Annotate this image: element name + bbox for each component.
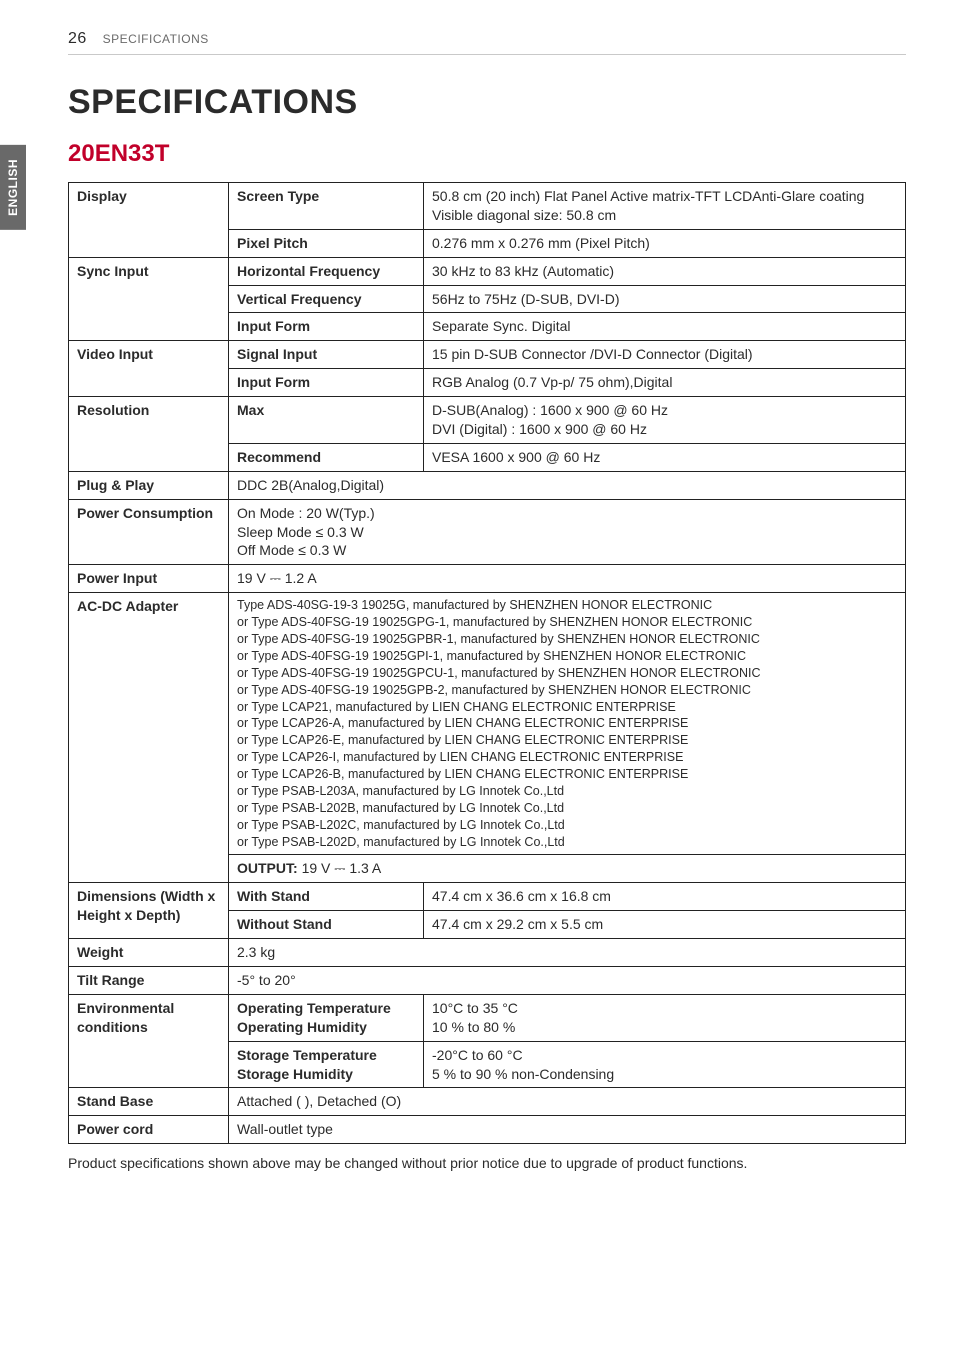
cell-screen-type: Screen Type xyxy=(229,183,424,230)
row-plug: Plug & Play xyxy=(69,471,229,499)
val-signal-input: 15 pin D-SUB Connector /DVI-D Connector … xyxy=(424,341,906,369)
val-adapter-output: OUTPUT: 19 V ⎓ 1.3 A xyxy=(229,855,906,883)
val-power-input: 19 V ⎓ 1.2 A xyxy=(229,565,906,593)
val-recommend: VESA 1600 x 900 @ 60 Hz xyxy=(424,443,906,471)
cell-env-operating: Operating TemperatureOperating Humidity xyxy=(229,994,424,1041)
cell-hfreq: Horizontal Frequency xyxy=(229,257,424,285)
row-tilt: Tilt Range xyxy=(69,966,229,994)
val-power-cord: Wall-outlet type xyxy=(229,1116,906,1144)
cell-recommend: Recommend xyxy=(229,443,424,471)
val-power-consumption: On Mode : 20 W(Typ.)Sleep Mode ≤ 0.3 WOf… xyxy=(229,499,906,565)
row-power-cord: Power cord xyxy=(69,1116,229,1144)
cell-max: Max xyxy=(229,397,424,444)
row-stand-base: Stand Base xyxy=(69,1088,229,1116)
adapter-output-val: 19 V ⎓ 1.3 A xyxy=(302,860,382,876)
row-dimensions: Dimensions (Width x Height x Depth) xyxy=(69,883,229,939)
adapter-output-label: OUTPUT: xyxy=(237,860,302,876)
val-adapter-list: Type ADS-40SG-19-3 19025G, manufactured … xyxy=(229,593,906,855)
val-weight: 2.3 kg xyxy=(229,939,906,967)
page-title: SPECIFICATIONS xyxy=(68,83,906,122)
val-screen-type: 50.8 cm (20 inch) Flat Panel Active matr… xyxy=(424,183,906,230)
row-sync: Sync Input xyxy=(69,257,229,341)
head-rule xyxy=(68,54,906,55)
row-video: Video Input xyxy=(69,341,229,397)
page-number: 26 xyxy=(68,30,87,47)
cell-env-storage: Storage TemperatureStorage Humidity xyxy=(229,1041,424,1088)
running-title: SPECIFICATIONS xyxy=(103,32,209,46)
row-resolution: Resolution xyxy=(69,397,229,472)
cell-vfreq: Vertical Frequency xyxy=(229,285,424,313)
model-number: 20EN33T xyxy=(68,140,906,168)
cell-pixel-pitch: Pixel Pitch xyxy=(229,229,424,257)
running-head: 26 SPECIFICATIONS xyxy=(68,30,906,48)
row-adapter: AC-DC Adapter xyxy=(69,593,229,883)
cell-video-form: Input Form xyxy=(229,369,424,397)
row-display: Display xyxy=(69,183,229,258)
language-tab: ENGLISH xyxy=(0,145,26,230)
row-env: Environmental conditions xyxy=(69,994,229,1088)
cell-with-stand: With Stand xyxy=(229,883,424,911)
cell-without-stand: Without Stand xyxy=(229,911,424,939)
footnote: Product specifications shown above may b… xyxy=(68,1154,906,1174)
val-video-form: RGB Analog (0.7 Vp-p/ 75 ohm),Digital xyxy=(424,369,906,397)
val-hfreq: 30 kHz to 83 kHz (Automatic) xyxy=(424,257,906,285)
cell-signal-input: Signal Input xyxy=(229,341,424,369)
val-tilt: -5° to 20° xyxy=(229,966,906,994)
val-vfreq: 56Hz to 75Hz (D-SUB, DVI-D) xyxy=(424,285,906,313)
val-plug: DDC 2B(Analog,Digital) xyxy=(229,471,906,499)
row-power-input: Power Input xyxy=(69,565,229,593)
val-without-stand: 47.4 cm x 29.2 cm x 5.5 cm xyxy=(424,911,906,939)
val-max: D-SUB(Analog) : 1600 x 900 @ 60 HzDVI (D… xyxy=(424,397,906,444)
val-pixel-pitch: 0.276 mm x 0.276 mm (Pixel Pitch) xyxy=(424,229,906,257)
spec-table: Display Screen Type 50.8 cm (20 inch) Fl… xyxy=(68,182,906,1144)
row-power-consumption: Power Consumption xyxy=(69,499,229,565)
row-weight: Weight xyxy=(69,939,229,967)
val-env-storage: -20°C to 60 °C 5 % to 90 % non-Condensin… xyxy=(424,1041,906,1088)
cell-sync-form: Input Form xyxy=(229,313,424,341)
val-sync-form: Separate Sync. Digital xyxy=(424,313,906,341)
val-with-stand: 47.4 cm x 36.6 cm x 16.8 cm xyxy=(424,883,906,911)
val-env-operating: 10°C to 35 °C10 % to 80 % xyxy=(424,994,906,1041)
val-stand-base: Attached ( ), Detached (O) xyxy=(229,1088,906,1116)
